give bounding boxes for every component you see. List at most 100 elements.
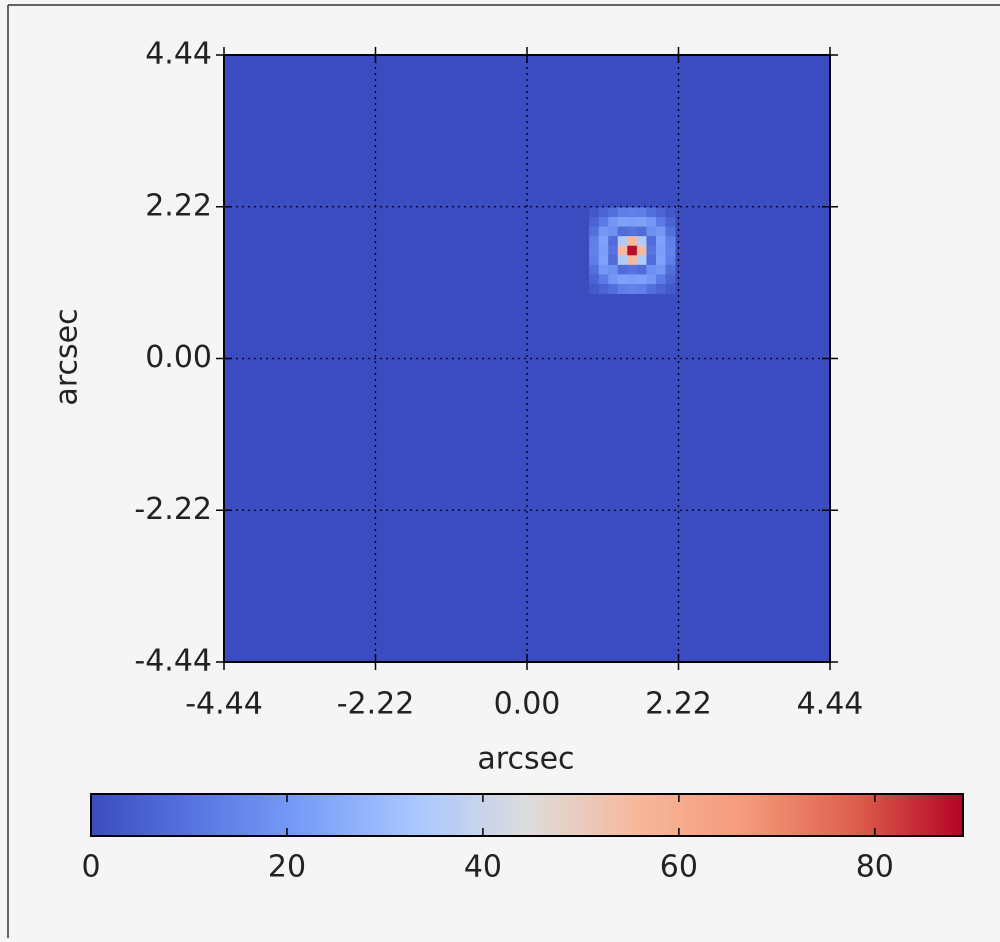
pixel [627, 255, 637, 265]
pixel [618, 246, 628, 256]
pixel [627, 217, 637, 227]
pixel [656, 236, 666, 246]
pixel [637, 265, 647, 275]
pixel [608, 246, 618, 256]
pixel [637, 207, 647, 217]
pixel [656, 227, 666, 237]
pixel [618, 284, 628, 294]
pixel [666, 227, 676, 237]
pixel [608, 255, 618, 265]
pixel [637, 274, 647, 284]
pixel [646, 217, 656, 227]
pixel [608, 236, 618, 246]
pixel [627, 227, 637, 237]
pixel [599, 236, 609, 246]
pixel [589, 284, 599, 294]
y-tick-label: 2.22 [145, 188, 212, 223]
pixel [627, 246, 637, 256]
pixel [599, 227, 609, 237]
pixel [637, 217, 647, 227]
pixel [608, 284, 618, 294]
pixel [646, 255, 656, 265]
pixel [589, 227, 599, 237]
pixel [599, 255, 609, 265]
x-tick-label: 2.22 [645, 687, 712, 722]
pixel [608, 207, 618, 217]
pixel [608, 274, 618, 284]
pixel [589, 274, 599, 284]
pixel [599, 274, 609, 284]
y-tick-label: 4.44 [145, 37, 212, 72]
pixel [589, 207, 599, 217]
pixel [618, 227, 628, 237]
y-tick-label: -2.22 [134, 492, 212, 527]
pixel [618, 236, 628, 246]
pixel [646, 236, 656, 246]
pixel [646, 265, 656, 275]
pixel [618, 217, 628, 227]
colorbar-tick-label: 80 [856, 850, 894, 885]
pixel [589, 255, 599, 265]
pixel [608, 227, 618, 237]
colorbar-tick-label: 0 [81, 850, 100, 885]
pixel [608, 265, 618, 275]
colorbar-tick-label: 40 [464, 850, 502, 885]
pixel [666, 284, 676, 294]
pixel [666, 207, 676, 217]
x-tick-label: -4.44 [185, 687, 263, 722]
pixel [627, 236, 637, 246]
pixel [646, 207, 656, 217]
pixel [589, 217, 599, 227]
pixel [666, 255, 676, 265]
y-tick-label: -4.44 [134, 644, 212, 679]
pixel [589, 265, 599, 275]
pixel [656, 217, 666, 227]
pixel [599, 217, 609, 227]
pixel [599, 284, 609, 294]
pixel [646, 284, 656, 294]
pixel [627, 265, 637, 275]
pixel [599, 265, 609, 275]
pixel [618, 274, 628, 284]
x-tick-label: 4.44 [797, 687, 864, 722]
x-tick-label: -2.22 [337, 687, 415, 722]
pixel [666, 265, 676, 275]
pixel [646, 274, 656, 284]
pixel [627, 274, 637, 284]
pixel [637, 236, 647, 246]
pixel [666, 274, 676, 284]
pixel [646, 246, 656, 256]
pixel [666, 236, 676, 246]
pixel [656, 284, 666, 294]
y-axis-label: arcsec [50, 308, 85, 405]
colorbar-tick-label: 60 [660, 850, 698, 885]
pixel [637, 227, 647, 237]
pixel [666, 217, 676, 227]
colorbar-tick-label: 20 [268, 850, 306, 885]
pixel [656, 274, 666, 284]
pixel [589, 236, 599, 246]
pixel [637, 284, 647, 294]
pixel [608, 217, 618, 227]
pixel [646, 227, 656, 237]
pixel [627, 207, 637, 217]
y-tick-label: 0.00 [145, 340, 212, 375]
pixel [637, 246, 647, 256]
pixel [637, 255, 647, 265]
pixel [618, 255, 628, 265]
pixel [656, 207, 666, 217]
pixel [599, 246, 609, 256]
x-axis-label: arcsec [477, 742, 574, 777]
pixel [627, 284, 637, 294]
x-tick-label: 0.00 [494, 687, 561, 722]
colorbar [91, 794, 963, 836]
pixel [656, 255, 666, 265]
page: {"chart_data": { "type": "heatmap", "xla… [0, 0, 1000, 938]
chart: -4.44 -2.22 0.00 2.22 4.44 -4.44 -2.22 0.00 2.22… [0, 0, 1000, 938]
pixel [589, 246, 599, 256]
pixel [599, 207, 609, 217]
pixel [618, 207, 628, 217]
pixel [656, 246, 666, 256]
pixel [666, 246, 676, 256]
pixel [618, 265, 628, 275]
